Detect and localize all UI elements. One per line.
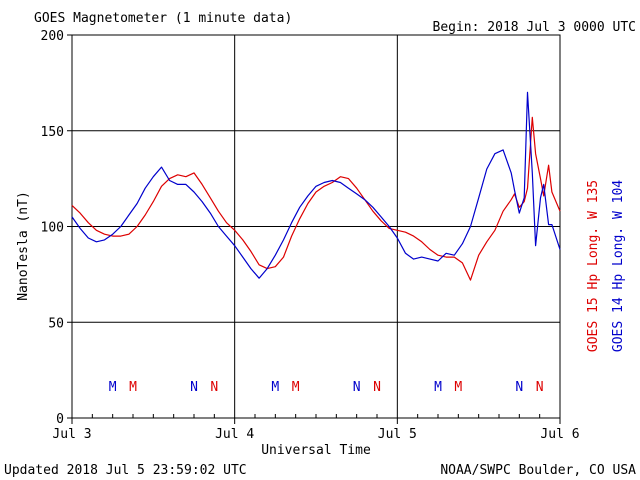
series-goes14-line — [71, 91, 561, 279]
begin-label: Begin: 2018 Jul 3 0000 UTC — [433, 20, 637, 35]
annotation-n-goes14: N — [190, 380, 198, 395]
y-axis-label: NanoTesla (nT) — [16, 191, 31, 301]
x-tick-label: Jul 6 — [540, 427, 579, 442]
chart-title: GOES Magnetometer (1 minute data) — [34, 11, 292, 26]
y-tick-label: 100 — [41, 221, 64, 236]
annotation-m-goes15: M — [129, 380, 137, 395]
annotation-n-goes15: N — [536, 380, 544, 395]
grid-lines — [72, 35, 560, 418]
y-tick-label: 150 — [41, 125, 64, 140]
x-axis-label: Universal Time — [261, 443, 371, 458]
x-tick-label: Jul 4 — [215, 427, 254, 442]
series-lines — [71, 91, 561, 281]
annotation-m-goes14: M — [434, 380, 442, 395]
y-tick-label: 200 — [41, 29, 64, 44]
annotation-m-goes14: M — [271, 380, 279, 395]
source-credit: NOAA/SWPC Boulder, CO USA — [440, 463, 636, 478]
legend-goes14: GOES 14 Hp Long. W 104 — [611, 180, 626, 352]
annotation-n-goes14: N — [353, 380, 361, 395]
updated-timestamp: Updated 2018 Jul 5 23:59:02 UTC — [4, 463, 247, 478]
legend-goes15: GOES 15 Hp Long. W 135 — [586, 180, 601, 352]
y-tick-label: 50 — [48, 316, 64, 331]
annotation-n-goes15: N — [373, 380, 381, 395]
annotation-m-goes15: M — [292, 380, 300, 395]
series-goes15-line — [71, 116, 561, 281]
annotation-n-goes15: N — [210, 380, 218, 395]
x-tick-label: Jul 5 — [378, 427, 417, 442]
x-tick-label: Jul 3 — [52, 427, 91, 442]
y-axis-ticks: 0 50 100 150 200 — [41, 29, 72, 427]
annotation-n-goes14: N — [515, 380, 523, 395]
x-axis-ticks: Jul 3 Jul 4 Jul 5 Jul 6 — [52, 414, 580, 442]
annotation-m-goes14: M — [109, 380, 117, 395]
y-tick-label: 0 — [56, 412, 64, 427]
annotation-m-goes15: M — [454, 380, 462, 395]
